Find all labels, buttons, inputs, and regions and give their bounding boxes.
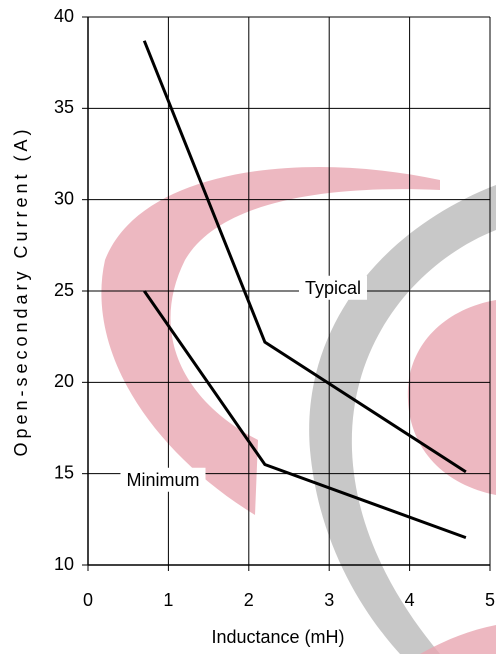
watermark-circle (407, 300, 496, 495)
x-tick-label: 2 (244, 590, 254, 610)
watermark-corner (420, 625, 496, 654)
y-tick-label: 10 (54, 554, 74, 574)
y-tick-label: 30 (54, 188, 74, 208)
y-tick-label: 20 (54, 371, 74, 391)
series-label-bg (298, 275, 368, 300)
series-label-bg (120, 467, 206, 492)
x-tick-label: 3 (324, 590, 334, 610)
x-tick-label: 4 (405, 590, 415, 610)
series-line (143, 290, 467, 540)
y-tick-label: 25 (54, 280, 74, 300)
x-axis-label: Inductance (mH) (211, 627, 344, 647)
watermark-arc (309, 185, 496, 654)
y-tick-label: 40 (54, 6, 74, 26)
watermark-crescent (101, 166, 440, 515)
series-line (142, 40, 467, 474)
series-label: Minimum (126, 470, 199, 490)
x-tick-label: 1 (163, 590, 173, 610)
y-tick-label: 35 (54, 97, 74, 117)
series-label: Typical (305, 278, 361, 298)
watermark (101, 166, 496, 654)
y-axis-label: Open-secondary Current (A) (11, 125, 31, 456)
x-tick-label: 5 (485, 590, 495, 610)
y-tick-label: 15 (54, 462, 74, 482)
x-tick-label: 0 (83, 590, 93, 610)
